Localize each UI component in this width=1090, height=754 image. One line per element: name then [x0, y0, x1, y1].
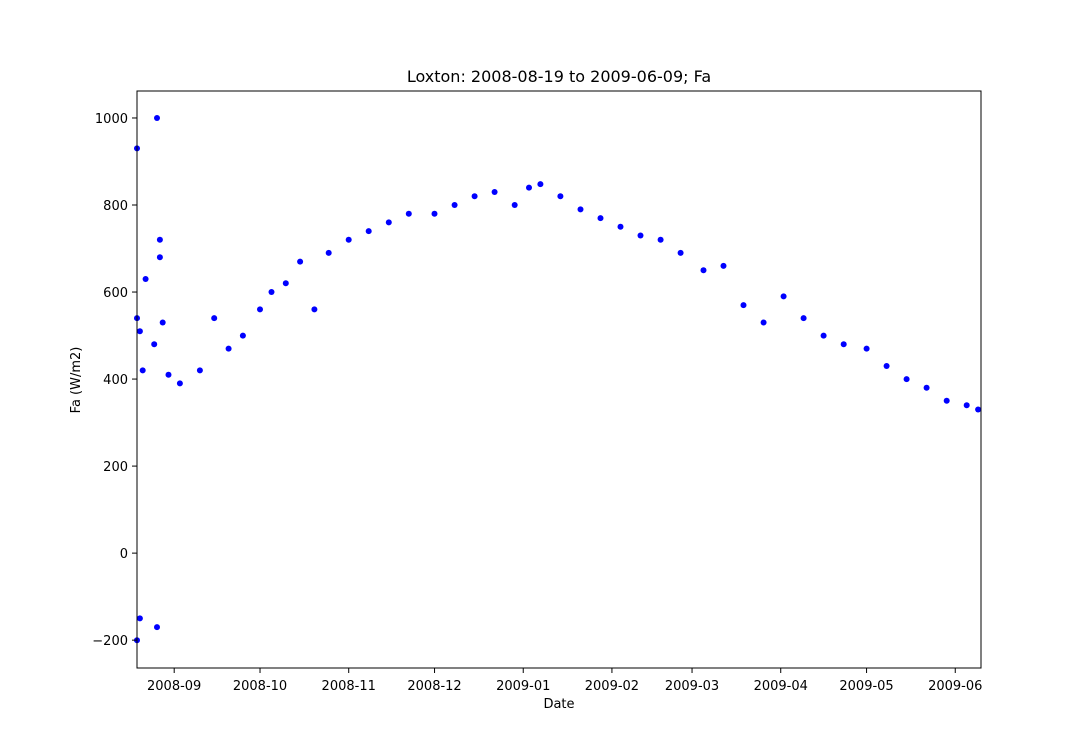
y-tick-label: 0 — [120, 547, 128, 562]
y-tick-label: 200 — [103, 460, 128, 475]
data-point — [136, 615, 143, 622]
data-point — [365, 228, 372, 235]
data-point — [780, 293, 787, 300]
chart-title: Loxton: 2008-08-19 to 2009-06-09; Fa — [407, 67, 711, 86]
data-point — [311, 306, 318, 313]
data-point — [943, 397, 950, 404]
data-point — [863, 345, 870, 352]
data-point — [154, 115, 160, 121]
data-point — [800, 315, 807, 322]
data-point — [491, 189, 498, 195]
x-tick-label: 2009-02 — [585, 679, 639, 694]
data-point — [225, 345, 232, 352]
x-axis-ticks: 2008-09 2008-10 2008-11 2008-12 2009-01 2009-… — [147, 668, 982, 694]
data-point — [156, 236, 163, 243]
data-point — [405, 210, 412, 217]
x-tick-label: 2009-06 — [928, 679, 982, 694]
x-axis-label: Date — [543, 697, 574, 712]
data-points — [134, 115, 982, 644]
data-point — [159, 319, 166, 326]
data-point — [385, 219, 392, 226]
data-point — [617, 223, 624, 230]
x-tick-label: 2008-11 — [322, 679, 376, 694]
data-point — [511, 202, 518, 208]
y-tick-label: 800 — [103, 199, 128, 214]
data-point — [760, 319, 767, 326]
x-tick-label: 2009-04 — [754, 679, 808, 694]
data-point — [345, 236, 352, 243]
y-axis-ticks: −200 0 200 400 600 800 1000 — [92, 112, 137, 649]
plot-area-frame — [136, 90, 982, 669]
data-point — [211, 315, 218, 322]
data-point — [975, 406, 982, 413]
data-point — [963, 402, 970, 409]
data-point — [154, 624, 160, 631]
data-point — [577, 206, 584, 213]
data-point — [268, 289, 275, 295]
data-point — [720, 262, 727, 269]
x-tick-label: 2008-09 — [147, 679, 201, 694]
y-tick-label: 600 — [103, 286, 128, 301]
data-point — [740, 302, 747, 309]
data-point — [840, 341, 847, 348]
data-point — [176, 380, 183, 387]
data-point — [282, 280, 289, 287]
data-point — [471, 193, 478, 200]
y-tick-label: 1000 — [95, 112, 128, 127]
data-point — [139, 367, 146, 374]
data-point — [557, 193, 564, 200]
data-point — [165, 371, 172, 378]
data-point — [597, 215, 604, 222]
data-point — [431, 210, 438, 217]
data-point — [325, 249, 332, 256]
data-point — [526, 184, 532, 191]
data-point — [196, 367, 203, 374]
data-point — [537, 181, 544, 188]
data-point — [657, 236, 664, 243]
x-tick-label: 2009-01 — [496, 679, 550, 694]
data-point — [677, 249, 684, 256]
data-point — [883, 363, 890, 369]
data-point — [239, 332, 246, 339]
y-tick-label: 400 — [103, 373, 128, 388]
data-point — [142, 276, 149, 282]
x-tick-label: 2008-10 — [233, 679, 287, 694]
data-point — [151, 341, 158, 348]
data-point — [297, 258, 304, 265]
data-point — [136, 328, 143, 335]
data-point — [700, 267, 707, 274]
data-point — [820, 332, 827, 339]
y-tick-label: −200 — [92, 634, 128, 649]
x-tick-label: 2009-05 — [839, 679, 893, 694]
data-point — [451, 202, 458, 208]
x-tick-label: 2009-03 — [665, 679, 719, 694]
x-tick-label: 2008-12 — [407, 679, 461, 694]
data-point — [637, 232, 644, 239]
data-point — [257, 306, 263, 313]
data-point — [156, 254, 163, 261]
y-axis-label: Fa (W/m2) — [69, 347, 84, 414]
data-point — [923, 384, 930, 391]
data-point — [903, 376, 910, 383]
